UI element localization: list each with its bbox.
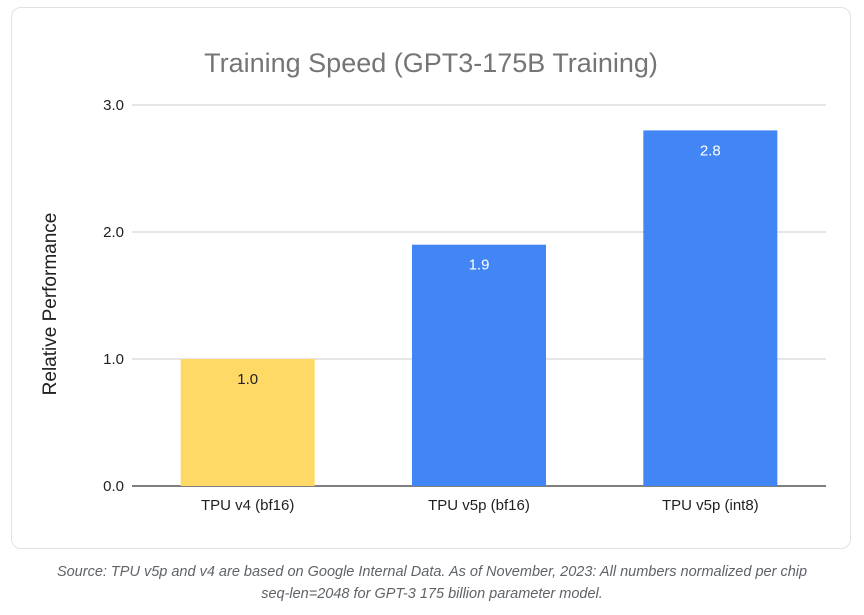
source-caption: Source: TPU v5p and v4 are based on Goog… — [0, 561, 864, 605]
chart-title: Training Speed (GPT3-175B Training) — [204, 48, 658, 78]
bar — [643, 130, 778, 486]
y-tick-label: 0.0 — [103, 478, 124, 495]
bar-value-label: 1.9 — [469, 257, 490, 274]
x-tick-label: TPU v5p (bf16) — [428, 497, 530, 514]
y-tick-label: 2.0 — [103, 224, 124, 241]
caption-line-2: seq-len=2048 for GPT-3 175 billion param… — [261, 586, 603, 602]
x-tick-label: TPU v4 (bf16) — [201, 497, 294, 514]
bar-chart: 0.0 1.0 2.0 3.0 1.0 TPU v4 (bf16) 1.9 TPU v5p (… — [40, 48, 826, 514]
x-tick-label: TPU v5p (int8) — [662, 497, 759, 514]
bars — [180, 130, 778, 486]
labels: 0.0 1.0 2.0 3.0 1.0 TPU v4 (bf16) 1.9 TPU v5p (… — [103, 97, 759, 514]
y-tick-label: 3.0 — [103, 97, 124, 114]
bar-value-label: 2.8 — [700, 142, 721, 159]
bar — [412, 244, 546, 486]
bar-value-label: 1.0 — [237, 371, 258, 388]
bar — [180, 359, 315, 486]
y-axis-label: Relative Performance — [40, 213, 61, 396]
caption-line-1: Source: TPU v5p and v4 are based on Goog… — [56, 564, 808, 580]
y-tick-label: 1.0 — [103, 351, 124, 368]
